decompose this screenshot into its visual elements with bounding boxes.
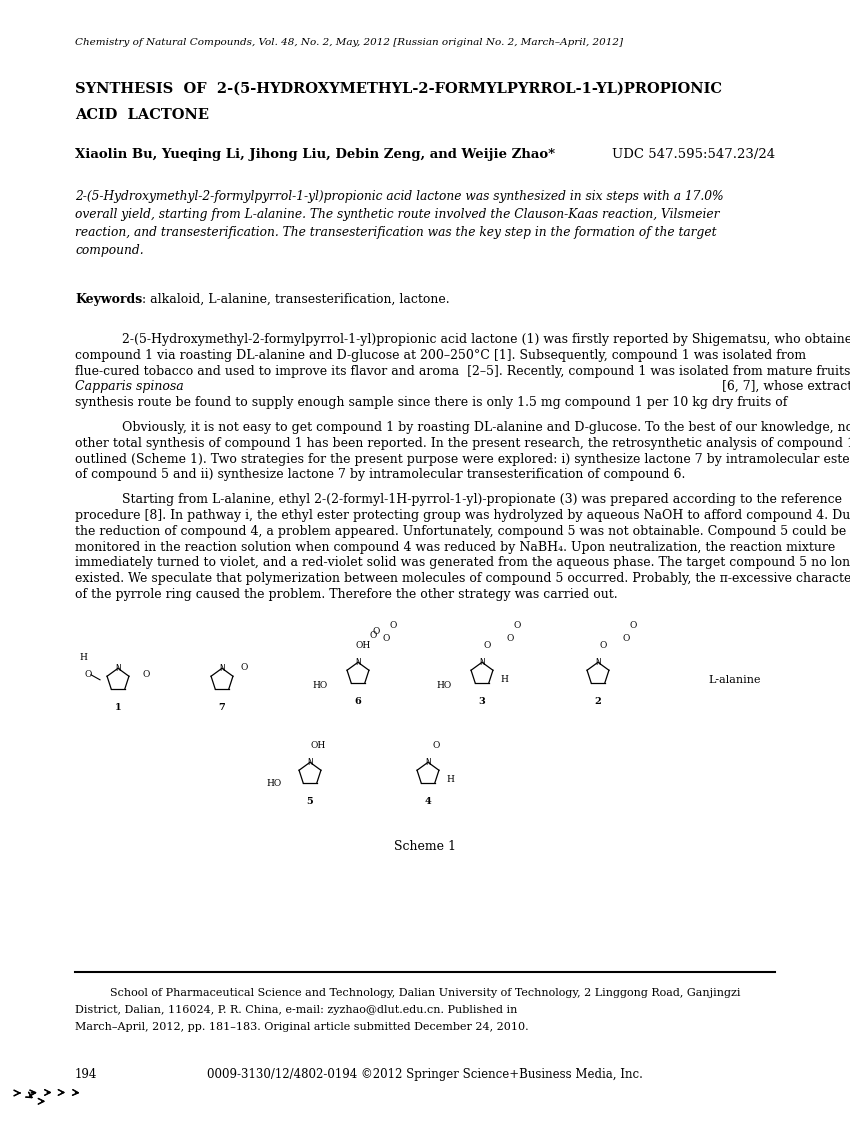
Text: SYNTHESIS  OF  2-(5-HYDROXYMETHYL-2-FORMYLPYRROL-1-YL)PROPIONIC: SYNTHESIS OF 2-(5-HYDROXYMETHYL-2-FORMYL… bbox=[75, 82, 722, 96]
Text: Xiaolin Bu, Yueqing Li, Jihong Liu, Debin Zeng, and Weijie Zhao*: Xiaolin Bu, Yueqing Li, Jihong Liu, Debi… bbox=[75, 148, 555, 161]
Text: O: O bbox=[241, 663, 247, 672]
Text: N: N bbox=[307, 758, 313, 767]
Text: O: O bbox=[84, 671, 92, 680]
Text: monitored in the reaction solution when compound 4 was reduced by NaBH₄. Upon ne: monitored in the reaction solution when … bbox=[75, 540, 836, 554]
Text: ACID  LACTONE: ACID LACTONE bbox=[75, 108, 209, 122]
Text: synthesis route be found to supply enough sample since there is only 1.5 mg comp: synthesis route be found to supply enoug… bbox=[75, 397, 791, 409]
Text: of the pyrrole ring caused the problem. Therefore the other strategy was carried: of the pyrrole ring caused the problem. … bbox=[75, 588, 618, 600]
Text: N: N bbox=[595, 658, 601, 667]
Text: N: N bbox=[355, 658, 361, 667]
Text: H: H bbox=[446, 775, 454, 784]
Text: Starting from L-alanine, ethyl 2-(2-formyl-1H-pyrrol-1-yl)-propionate (3) was pr: Starting from L-alanine, ethyl 2-(2-form… bbox=[122, 493, 842, 506]
Text: HO: HO bbox=[313, 681, 328, 690]
Text: O: O bbox=[513, 621, 521, 630]
Text: OH: OH bbox=[310, 741, 326, 750]
Text: 3: 3 bbox=[479, 697, 485, 706]
Text: Capparis spinosa: Capparis spinosa bbox=[75, 381, 184, 393]
Text: O: O bbox=[372, 628, 380, 637]
Text: O: O bbox=[507, 634, 513, 644]
Text: compound 1 via roasting DL-alanine and D-glucose at 200–250°C [1]. Subsequently,: compound 1 via roasting DL-alanine and D… bbox=[75, 349, 806, 361]
Text: 6: 6 bbox=[354, 697, 361, 706]
Text: O: O bbox=[433, 741, 439, 750]
Text: O: O bbox=[389, 621, 397, 630]
Text: other total synthesis of compound 1 has been reported. In the present research, : other total synthesis of compound 1 has … bbox=[75, 437, 850, 450]
Text: N: N bbox=[479, 658, 484, 667]
Text: HO: HO bbox=[267, 780, 282, 789]
Text: N: N bbox=[219, 664, 225, 673]
Text: O: O bbox=[484, 641, 490, 650]
Text: School of Pharmaceutical Science and Technology, Dalian University of Technology: School of Pharmaceutical Science and Tec… bbox=[110, 988, 740, 998]
Text: District, Dalian, 116024, P. R. China, e-mail: zyzhao@dlut.edu.cn. Published in: District, Dalian, 116024, P. R. China, e… bbox=[75, 1005, 521, 1015]
Text: 2-(5-Hydroxymethyl-2-formylpyrrol-1-yl)propionic acid lactone was synthesized in: 2-(5-Hydroxymethyl-2-formylpyrrol-1-yl)p… bbox=[75, 190, 723, 257]
Text: Chemistry of Natural Compounds, Vol. 48, No. 2, May, 2012 [Russian original No. : Chemistry of Natural Compounds, Vol. 48,… bbox=[75, 39, 623, 46]
Text: HO: HO bbox=[437, 681, 452, 690]
Text: flue-cured tobacco and used to improve its flavor and aroma  [2–5]. Recently, co: flue-cured tobacco and used to improve i… bbox=[75, 365, 850, 377]
Text: 4: 4 bbox=[425, 798, 431, 807]
Text: O: O bbox=[369, 631, 377, 640]
Text: procedure [8]. In pathway i, the ethyl ester protecting group was hydrolyzed by : procedure [8]. In pathway i, the ethyl e… bbox=[75, 509, 850, 522]
Text: March–April, 2012, pp. 181–183. Original article submitted December 24, 2010.: March–April, 2012, pp. 181–183. Original… bbox=[75, 1022, 529, 1032]
Text: N: N bbox=[425, 758, 431, 767]
Text: H: H bbox=[79, 654, 87, 663]
Text: OH: OH bbox=[355, 641, 371, 650]
Text: Obviously, it is not easy to get compound 1 by roasting DL-alanine and D-glucose: Obviously, it is not easy to get compoun… bbox=[122, 421, 850, 434]
Text: 194: 194 bbox=[75, 1068, 98, 1081]
Text: 7: 7 bbox=[218, 704, 225, 713]
Text: H: H bbox=[500, 675, 508, 684]
Text: O: O bbox=[382, 634, 389, 644]
Text: outlined (Scheme 1). Two strategies for the present purpose were explored: i) sy: outlined (Scheme 1). Two strategies for … bbox=[75, 452, 850, 466]
Text: the reduction of compound 4, a problem appeared. Unfortunately, compound 5 was n: the reduction of compound 4, a problem a… bbox=[75, 525, 847, 538]
Text: O: O bbox=[142, 671, 150, 680]
Text: UDC 547.595:547.23/24: UDC 547.595:547.23/24 bbox=[612, 148, 775, 161]
Text: N: N bbox=[115, 664, 121, 673]
Text: 2-(5-Hydroxymethyl-2-formylpyrrol-1-yl)propionic acid lactone (1) was firstly re: 2-(5-Hydroxymethyl-2-formylpyrrol-1-yl)p… bbox=[122, 333, 850, 346]
Text: Keywords: Keywords bbox=[75, 293, 142, 306]
Text: 5: 5 bbox=[307, 798, 314, 807]
Text: O: O bbox=[599, 641, 607, 650]
Text: : alkaloid, L-alanine, transesterification, lactone.: : alkaloid, L-alanine, transesterificati… bbox=[141, 293, 449, 306]
Text: Scheme 1: Scheme 1 bbox=[394, 840, 456, 853]
Text: O: O bbox=[622, 634, 630, 644]
Text: existed. We speculate that polymerization between molecules of compound 5 occurr: existed. We speculate that polymerizatio… bbox=[75, 572, 850, 586]
Text: 2: 2 bbox=[595, 697, 602, 706]
Text: [6, 7], whose extract showed anti-inflammatory and pain-relieving activity. It i: [6, 7], whose extract showed anti-inflam… bbox=[717, 381, 850, 393]
Text: 0009-3130/12/4802-0194 ©2012 Springer Science+Business Media, Inc.: 0009-3130/12/4802-0194 ©2012 Springer Sc… bbox=[207, 1068, 643, 1081]
Text: immediately turned to violet, and a red-violet solid was generated from the aque: immediately turned to violet, and a red-… bbox=[75, 556, 850, 570]
Text: O: O bbox=[629, 621, 637, 630]
Text: of compound 5 and ii) synthesize lactone 7 by intramolecular transesterification: of compound 5 and ii) synthesize lactone… bbox=[75, 468, 685, 482]
Text: L-alanine: L-alanine bbox=[708, 675, 761, 684]
Text: 1: 1 bbox=[115, 704, 122, 713]
